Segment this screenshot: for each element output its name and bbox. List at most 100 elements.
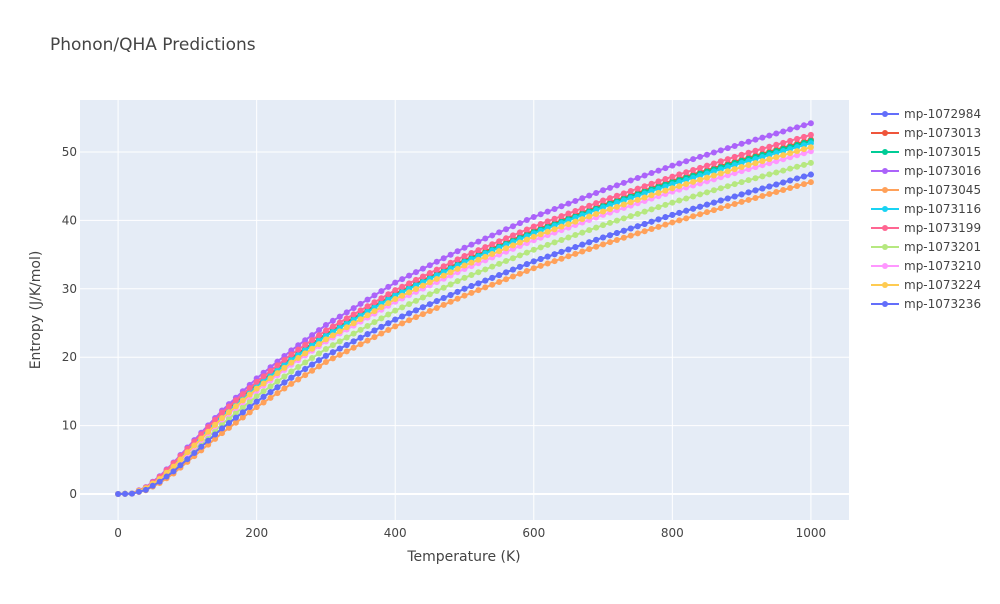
data-point[interactable]	[579, 248, 586, 255]
data-point[interactable]	[634, 223, 641, 230]
data-point[interactable]	[406, 310, 413, 317]
data-point[interactable]	[787, 177, 794, 184]
data-point[interactable]	[447, 259, 454, 266]
data-point[interactable]	[205, 437, 212, 444]
data-point[interactable]	[454, 265, 461, 272]
data-point[interactable]	[572, 244, 579, 251]
data-point[interactable]	[461, 244, 468, 251]
data-point[interactable]	[426, 270, 433, 277]
data-point[interactable]	[787, 137, 794, 144]
data-point[interactable]	[655, 178, 662, 185]
data-point[interactable]	[322, 327, 329, 334]
data-point[interactable]	[690, 174, 697, 181]
data-point[interactable]	[662, 165, 669, 172]
data-point[interactable]	[766, 152, 773, 158]
data-point[interactable]	[322, 345, 329, 352]
data-point[interactable]	[787, 146, 794, 153]
data-point[interactable]	[212, 435, 219, 442]
data-point[interactable]	[267, 367, 274, 374]
data-point[interactable]	[565, 200, 572, 207]
data-point[interactable]	[329, 332, 336, 339]
data-point[interactable]	[641, 183, 648, 190]
data-point[interactable]	[593, 224, 600, 231]
data-point[interactable]	[738, 168, 745, 175]
data-point[interactable]	[738, 164, 745, 171]
data-point[interactable]	[752, 194, 759, 201]
data-point[interactable]	[731, 193, 738, 200]
data-point[interactable]	[780, 179, 787, 186]
data-point[interactable]	[565, 234, 572, 241]
data-point[interactable]	[662, 214, 669, 221]
data-point[interactable]	[399, 320, 406, 327]
data-point[interactable]	[544, 228, 551, 235]
data-point[interactable]	[392, 316, 399, 323]
data-point[interactable]	[731, 142, 738, 149]
data-point[interactable]	[586, 246, 593, 253]
data-point[interactable]	[613, 229, 620, 236]
data-point[interactable]	[613, 199, 620, 206]
data-point[interactable]	[787, 126, 794, 133]
data-point[interactable]	[724, 203, 731, 210]
data-point[interactable]	[364, 331, 371, 338]
data-point[interactable]	[544, 218, 551, 225]
data-point[interactable]	[496, 278, 503, 285]
data-point[interactable]	[807, 159, 814, 166]
data-point[interactable]	[634, 174, 641, 181]
data-point[interactable]	[710, 207, 717, 214]
data-point[interactable]	[309, 345, 316, 352]
data-point[interactable]	[496, 272, 503, 279]
data-point[interactable]	[794, 135, 801, 142]
data-point[interactable]	[364, 337, 371, 344]
data-point[interactable]	[703, 209, 710, 216]
data-point[interactable]	[655, 204, 662, 211]
data-point[interactable]	[288, 351, 295, 358]
data-point[interactable]	[537, 244, 544, 251]
data-point[interactable]	[738, 151, 745, 158]
data-point[interactable]	[454, 278, 461, 285]
data-point[interactable]	[329, 317, 336, 324]
data-point[interactable]	[413, 297, 419, 304]
data-point[interactable]	[683, 176, 690, 183]
data-point[interactable]	[676, 160, 683, 167]
data-point[interactable]	[627, 225, 634, 232]
data-point[interactable]	[419, 311, 426, 318]
data-point[interactable]	[586, 239, 593, 246]
data-point[interactable]	[600, 204, 607, 211]
data-point[interactable]	[745, 196, 752, 203]
data-point[interactable]	[738, 159, 745, 166]
data-point[interactable]	[239, 404, 246, 411]
legend-item[interactable]: mp-1073224	[871, 278, 981, 292]
data-point[interactable]	[724, 183, 731, 190]
data-point[interactable]	[281, 356, 288, 363]
data-point[interactable]	[475, 269, 482, 276]
data-point[interactable]	[606, 184, 613, 191]
data-point[interactable]	[620, 201, 627, 208]
data-point[interactable]	[800, 122, 807, 129]
data-point[interactable]	[184, 456, 191, 463]
data-point[interactable]	[794, 124, 801, 131]
data-point[interactable]	[759, 162, 766, 169]
data-point[interactable]	[461, 285, 468, 292]
data-point[interactable]	[641, 228, 648, 235]
data-point[interactable]	[198, 443, 205, 450]
data-point[interactable]	[503, 245, 510, 252]
data-point[interactable]	[288, 374, 295, 381]
data-point[interactable]	[447, 291, 454, 298]
data-point[interactable]	[766, 132, 773, 139]
data-point[interactable]	[634, 196, 641, 203]
legend-item[interactable]: mp-1073013	[871, 126, 981, 140]
data-point[interactable]	[482, 277, 489, 284]
data-point[interactable]	[690, 193, 697, 200]
data-point[interactable]	[752, 187, 759, 194]
data-point[interactable]	[537, 220, 544, 227]
data-point[interactable]	[392, 323, 399, 330]
data-point[interactable]	[703, 201, 710, 208]
data-point[interactable]	[516, 263, 523, 270]
data-point[interactable]	[475, 247, 482, 254]
data-point[interactable]	[780, 148, 787, 155]
data-point[interactable]	[697, 172, 704, 179]
data-point[interactable]	[807, 120, 814, 127]
data-point[interactable]	[641, 208, 648, 215]
data-point[interactable]	[503, 276, 510, 283]
data-point[interactable]	[738, 191, 745, 198]
